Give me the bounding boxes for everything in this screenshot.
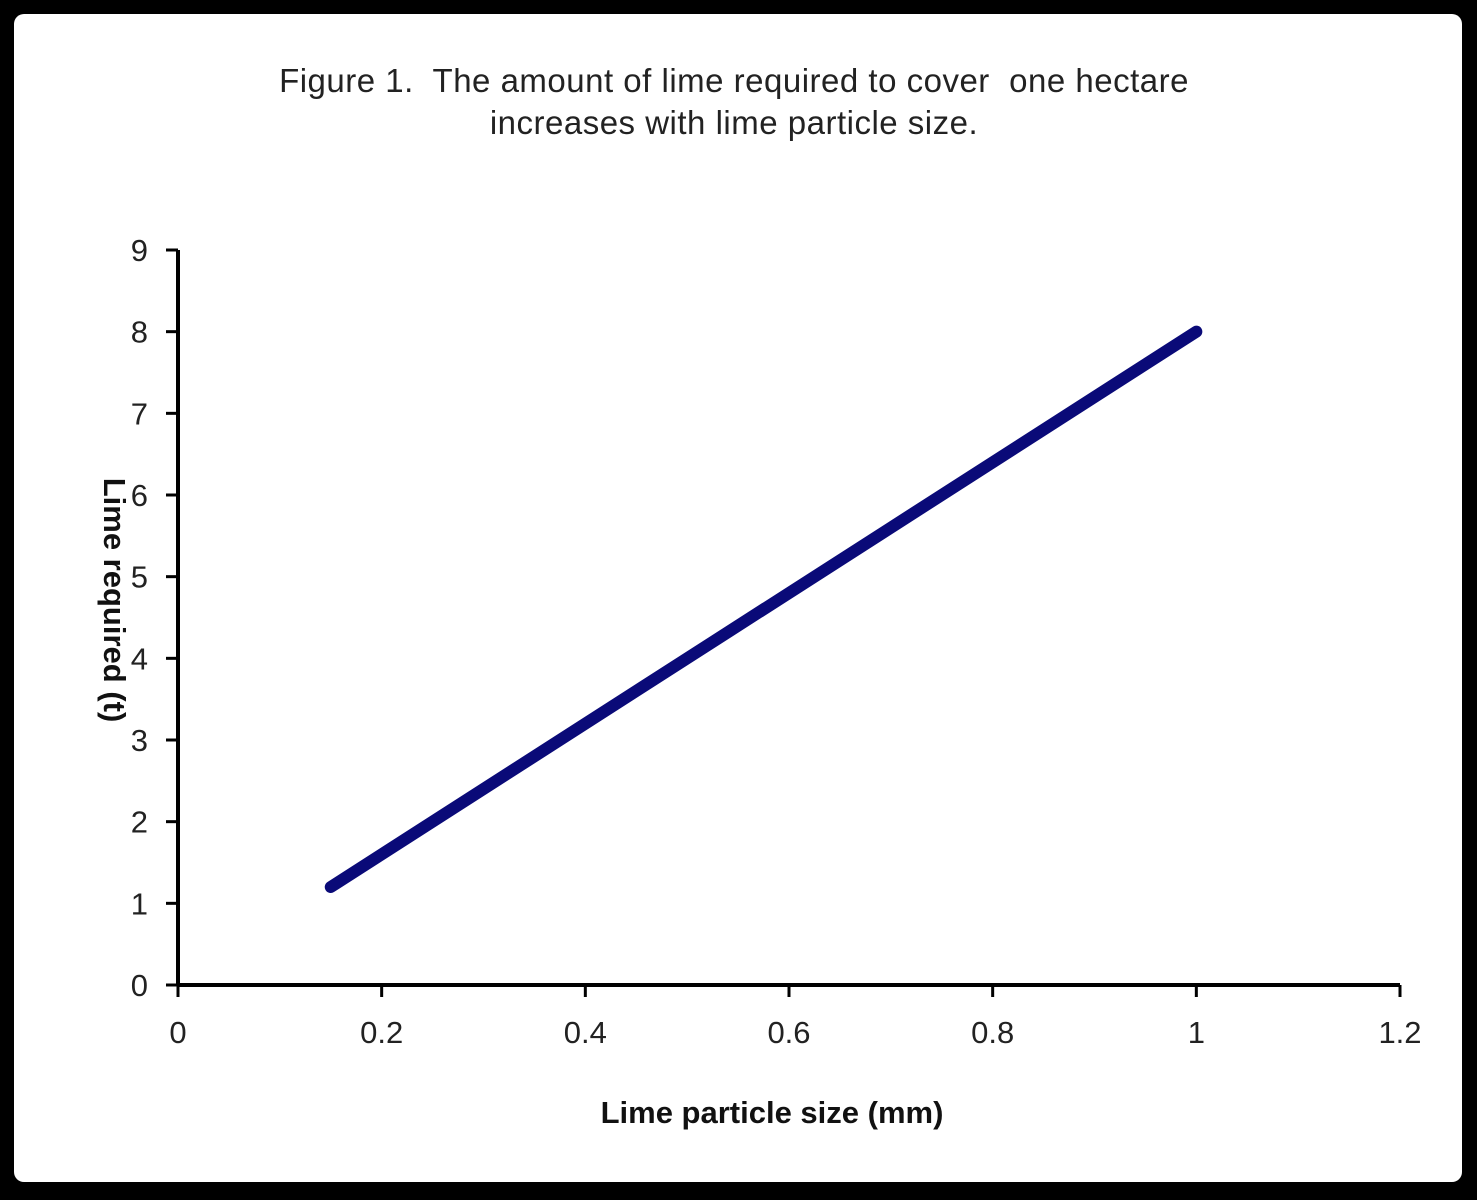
chart-frame: Figure 1. The amount of lime required to… (14, 14, 1462, 1182)
y-axis-title: Lime required (t) (97, 478, 132, 723)
chart-title-block: Figure 1. The amount of lime required to… (14, 60, 1454, 144)
y-tick-label: 8 (131, 315, 148, 350)
chart-title: Figure 1. The amount of lime required to… (279, 62, 1189, 99)
x-axis-title: Lime particle size (mm) (601, 1095, 944, 1130)
chart-marks (324, 325, 1203, 893)
axes: 0 1 2 3 4 5 6 7 8 9 0 0.2 0.4 0.6 0.8 1 1.2 (131, 233, 1422, 1050)
y-tick-label: 9 (131, 233, 148, 268)
y-tick-label: 1 (131, 886, 148, 921)
y-tick-label: 3 (131, 723, 148, 758)
chart-subtitle: increases with lime particle size. (489, 104, 979, 141)
x-tick-label: 0.4 (564, 1015, 607, 1050)
x-tick-label: 0.2 (360, 1015, 403, 1050)
y-tick-label: 5 (131, 560, 148, 595)
x-tick-label: 1.2 (1378, 1015, 1421, 1050)
y-tick-label: 4 (131, 641, 148, 676)
x-tick-label: 0 (169, 1015, 186, 1050)
y-tick-label: 6 (131, 478, 148, 513)
y-tick-label: 0 (131, 968, 148, 1003)
x-tick-label: 1 (1188, 1015, 1205, 1050)
y-tick-label: 2 (131, 805, 148, 840)
series-line (324, 325, 1203, 893)
y-tick-label: 7 (131, 396, 148, 431)
x-tick-label: 0.8 (971, 1015, 1014, 1050)
x-tick-label: 0.6 (767, 1015, 810, 1050)
